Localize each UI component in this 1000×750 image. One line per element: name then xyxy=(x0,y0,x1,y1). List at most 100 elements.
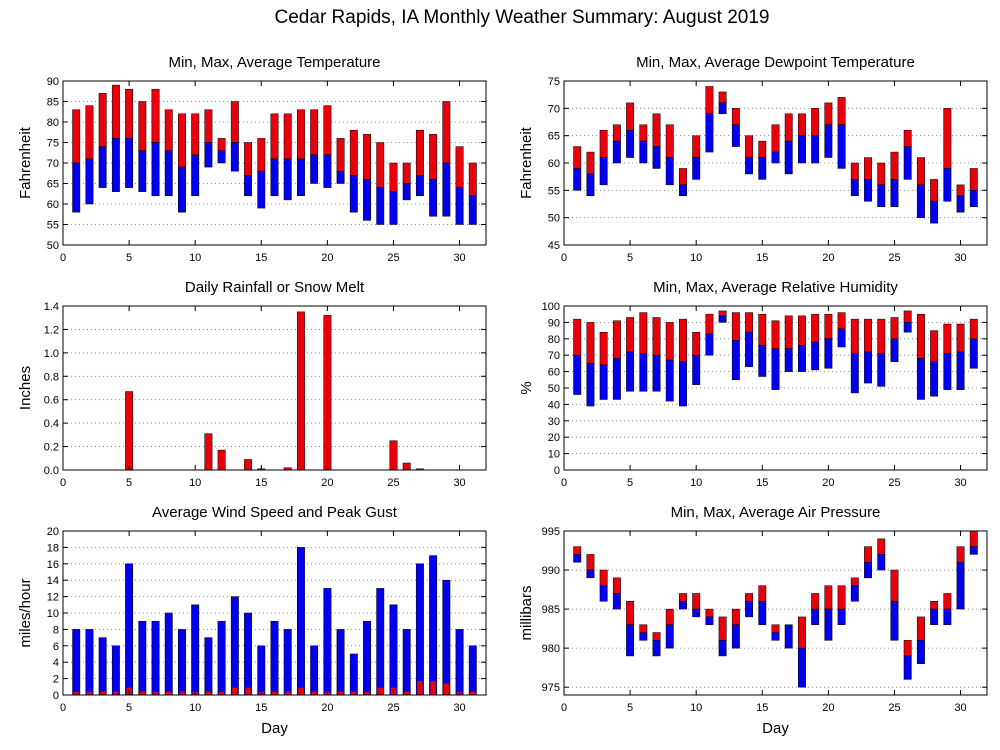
wind-bar-avg xyxy=(179,691,185,695)
rh-bar-upper xyxy=(877,318,886,354)
rh-bar-upper xyxy=(705,313,714,335)
dew-bar-upper xyxy=(850,162,859,180)
dew-bar-lower xyxy=(811,135,820,164)
rh-bar-lower xyxy=(573,354,582,395)
rh-ytick-label: 0 xyxy=(554,465,560,477)
dew-bar-lower xyxy=(705,113,714,153)
wind-bar-gust xyxy=(138,620,147,696)
rain-xtick-label: 0 xyxy=(60,477,66,489)
rh-bar-lower xyxy=(903,322,912,333)
wind-bar-avg xyxy=(205,691,212,695)
press-bar-upper xyxy=(837,585,846,610)
rh-bar-lower xyxy=(811,341,820,371)
press-bar-upper xyxy=(758,585,767,602)
dew-bar-upper xyxy=(692,135,701,158)
dew-ytick-label: 55 xyxy=(548,185,560,197)
temp-bar-lower xyxy=(98,146,107,188)
dew-bar-upper xyxy=(718,91,727,104)
dew-bar-upper xyxy=(903,129,912,147)
temp-bar-lower xyxy=(244,175,253,197)
dew-bar-upper xyxy=(679,168,687,186)
rh-bar-lower xyxy=(599,364,608,400)
rh-bar-upper xyxy=(652,317,661,356)
rain-bar xyxy=(125,391,134,471)
rh-bar-upper xyxy=(797,315,806,346)
wind-bar-avg xyxy=(113,691,119,695)
temp-bar-upper xyxy=(178,113,186,168)
dew-bar-lower xyxy=(639,140,648,164)
rh-bar-upper xyxy=(943,323,952,354)
temp-bar-upper xyxy=(429,134,438,180)
press-bar-upper xyxy=(692,593,701,610)
press-chart: Min, Max, Average Air Pressure 975 980 985 9… xyxy=(518,504,988,737)
temp-bar-lower xyxy=(415,175,424,197)
temp-bar-upper xyxy=(349,129,358,176)
temp-xtick-label: 15 xyxy=(255,252,267,264)
wind-bar-avg xyxy=(232,687,238,695)
dew-bar-lower xyxy=(784,140,793,175)
temp-ytick-label: 60 xyxy=(47,199,59,211)
temp-ytick-label: 75 xyxy=(47,138,59,150)
wind-bar-gust xyxy=(111,645,120,696)
rh-ytick-label: 80 xyxy=(548,334,560,346)
rh-xtick-label: 5 xyxy=(627,477,633,489)
wind-bar-gust xyxy=(217,620,226,696)
temp-bar-upper xyxy=(283,113,292,160)
press-bar-upper xyxy=(771,624,780,633)
press-xtick-label: 30 xyxy=(954,702,966,714)
press-bar-lower xyxy=(837,608,846,625)
dew-bar-lower xyxy=(969,190,978,207)
wind-bar-avg xyxy=(218,691,225,695)
wind-bar-gust xyxy=(164,612,173,696)
dew-bar-upper xyxy=(811,108,820,136)
rh-bar-lower xyxy=(877,353,886,387)
rain-xtick-label: 15 xyxy=(255,477,267,489)
temp-bar-upper xyxy=(204,109,213,143)
dew-ytick-label: 60 xyxy=(548,158,560,170)
temp-bar-upper xyxy=(125,88,134,139)
temp-bar-upper xyxy=(468,162,477,197)
rain-ytick-label: 0.4 xyxy=(44,418,59,430)
wind-bar-avg xyxy=(298,687,304,695)
dew-bar-lower xyxy=(758,157,767,180)
temp-bar-upper xyxy=(363,134,371,180)
wind-ytick-label: 2 xyxy=(53,674,59,686)
rh-ytick-label: 10 xyxy=(548,449,560,461)
wind-bar-gust xyxy=(98,637,107,696)
temp-bar-upper xyxy=(323,105,332,156)
rh-bar-lower xyxy=(758,345,767,377)
rh-ytick-label: 70 xyxy=(548,350,560,362)
temp-xtick-label: 0 xyxy=(60,252,66,264)
temp-ylabel: Fahrenheit xyxy=(17,126,34,199)
press-ytick-label: 985 xyxy=(542,604,560,616)
press-bar-upper xyxy=(586,554,595,571)
rh-bar-upper xyxy=(969,318,978,340)
temp-bar-upper xyxy=(402,162,411,184)
dew-xtick-label: 30 xyxy=(954,252,966,264)
press-bar-lower xyxy=(639,632,648,641)
dew-bar-lower xyxy=(824,124,833,158)
wind-bar-avg xyxy=(443,683,450,695)
rain-ytick-label: 1.2 xyxy=(44,324,59,336)
rh-ytick-label: 60 xyxy=(548,367,560,379)
dew-ytick-label: 45 xyxy=(548,240,560,252)
temp-bar-lower xyxy=(349,175,358,213)
press-bar-upper xyxy=(797,616,806,649)
rain-bar xyxy=(217,449,226,471)
temp-bar-upper xyxy=(111,84,120,139)
dew-bar-upper xyxy=(705,86,714,115)
press-bar-lower xyxy=(718,640,727,657)
temp-bar-lower xyxy=(230,142,239,172)
rh-bar-lower xyxy=(837,328,846,348)
wind-bar-gust xyxy=(442,579,451,696)
dew-bar-lower xyxy=(626,129,635,158)
dew-ytick-label: 65 xyxy=(548,131,560,143)
rh-bar-lower xyxy=(679,361,687,407)
temp-bar-upper xyxy=(72,109,81,164)
press-bar-upper xyxy=(916,616,925,641)
rh-ylabel: % xyxy=(518,381,535,394)
wind-bar-avg xyxy=(430,681,436,695)
press-bar-lower xyxy=(692,608,701,618)
temp-bar-upper xyxy=(296,109,305,160)
dew-bar-upper xyxy=(837,97,846,125)
